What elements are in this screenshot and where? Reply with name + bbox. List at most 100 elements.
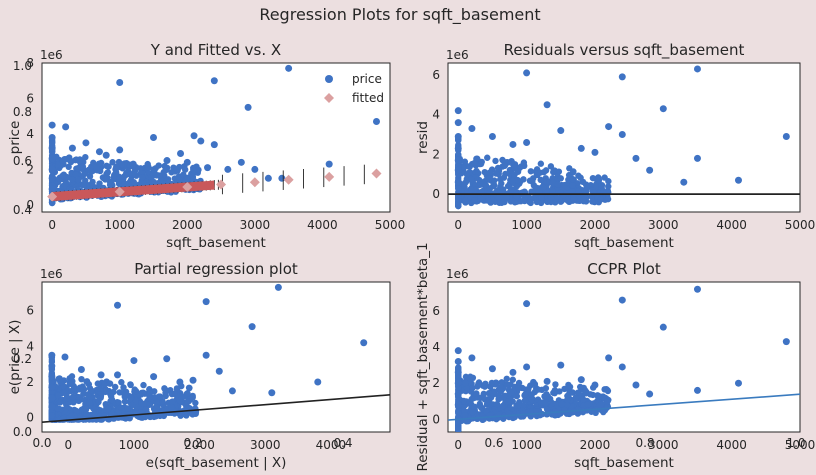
data-point: [82, 139, 90, 147]
data-point: [693, 285, 701, 293]
scatter-point: [171, 390, 178, 398]
scatter-point: [126, 171, 134, 178]
data-point: [454, 390, 462, 398]
scatter-point: [570, 196, 578, 203]
stray-x-tick: 0.6: [484, 436, 503, 450]
x-tick-label: 5000: [785, 438, 816, 452]
x-axis-label: e(sqft_basement | X): [146, 455, 287, 471]
scatter-point: [501, 161, 508, 169]
scatter-point: [564, 197, 572, 205]
scatter-point: [471, 159, 479, 167]
scatter-point: [548, 399, 556, 407]
data-point: [48, 351, 56, 359]
scatter-point: [528, 391, 535, 398]
data-point: [116, 79, 124, 87]
data-point: [618, 131, 626, 139]
y-tick-label: 4: [26, 127, 34, 141]
scatter-point: [189, 173, 197, 181]
data-point: [48, 185, 56, 193]
data-point: [618, 296, 626, 304]
scatter-point: [475, 380, 482, 388]
stray-y-tick: 0.6: [13, 154, 32, 168]
data-point: [693, 154, 701, 162]
scatter-point: [121, 398, 129, 405]
scatter-point: [503, 375, 510, 383]
scatter-point: [130, 178, 137, 186]
data-point: [61, 353, 69, 361]
scatter-point: [466, 168, 473, 176]
scatter-point: [557, 175, 564, 182]
scatter-point: [54, 161, 61, 168]
y-tick-label: 8: [26, 56, 34, 70]
data-point: [632, 154, 640, 162]
scatter-point: [499, 402, 506, 410]
y-tick-label: 0: [432, 412, 440, 426]
y-axis-label: e(price | X): [7, 320, 23, 395]
panel-2: 0 1000 2000 3000 4000 5000 0 2 4 6 1e6 Residuals ve…: [415, 41, 815, 251]
scatter-point: [54, 405, 61, 412]
scatter-point: [520, 159, 528, 166]
data-point: [488, 133, 496, 141]
scatter-point: [481, 383, 489, 390]
data-point: [523, 138, 531, 146]
scatter-point: [551, 387, 559, 394]
data-point: [197, 137, 205, 145]
scatter-point: [185, 384, 193, 391]
scatter-point: [162, 389, 169, 397]
scatter-point: [492, 157, 499, 165]
scatter-point: [514, 168, 522, 175]
figure-title: Regression Plots for sqft_basement: [259, 5, 540, 25]
panel-1: price fitted 0 1000 2000 3000 4000 5000 0 2 4 6 8 1e6…: [7, 41, 405, 251]
data-point: [48, 155, 56, 163]
data-point: [274, 283, 282, 291]
scatter-point: [459, 181, 467, 189]
scatter-point: [563, 401, 571, 409]
data-point: [454, 166, 462, 174]
stray-y-tick: 1.0: [13, 59, 32, 73]
panel-3: 0 1000 2000 3000 4000 0 2 4 6 1e6 Partial regressi…: [7, 260, 391, 471]
x-tick-label: 3000: [648, 218, 679, 232]
scatter-point: [117, 404, 125, 411]
x-tick-label: 2000: [580, 438, 611, 452]
scatter-point: [597, 401, 604, 409]
panel-title: Residuals versus sqft_basement: [504, 41, 745, 60]
scatter-point: [509, 398, 516, 405]
stray-figure-ticks: 1.0 0.8 0.6 0.4 0.2 0.00.0 0.2 0.4 0.6 0.8 1.0: [13, 59, 806, 450]
scatter-point: [155, 162, 162, 169]
data-point: [557, 361, 565, 369]
scatter-point: [146, 390, 153, 397]
data-point: [577, 376, 585, 384]
scatter-point: [102, 176, 109, 183]
scatter-point: [104, 405, 112, 413]
y-tick-label: 0: [432, 187, 440, 201]
data-point: [605, 123, 613, 131]
scatter-point: [600, 394, 607, 401]
scatter-point: [509, 376, 517, 383]
y-tick-label: 2: [432, 376, 440, 390]
scatter-point: [463, 418, 470, 425]
x-tick-label: 2000: [580, 218, 611, 232]
data-point: [268, 389, 276, 397]
fitted-marker: [283, 174, 294, 185]
scatter-point: [455, 420, 462, 427]
data-point: [372, 118, 380, 126]
scatter-point: [69, 393, 77, 401]
scatter-point: [561, 181, 568, 189]
fitted-marker: [114, 186, 125, 197]
data-point: [454, 119, 462, 127]
scatter-point: [582, 390, 589, 397]
y-tick-label: 4: [26, 339, 34, 353]
y-tick-label: 4: [432, 108, 440, 122]
data-point: [618, 73, 626, 81]
x-tick-label: 1000: [511, 218, 542, 232]
scatter-point: [469, 385, 476, 392]
scatter-point: [570, 168, 577, 175]
data-point: [509, 368, 517, 376]
scatter-point: [580, 196, 587, 203]
scatter-point: [157, 393, 164, 401]
x-axis-label: sqft_basement: [574, 235, 674, 251]
scatter-point: [65, 154, 73, 161]
data-point: [734, 379, 742, 387]
